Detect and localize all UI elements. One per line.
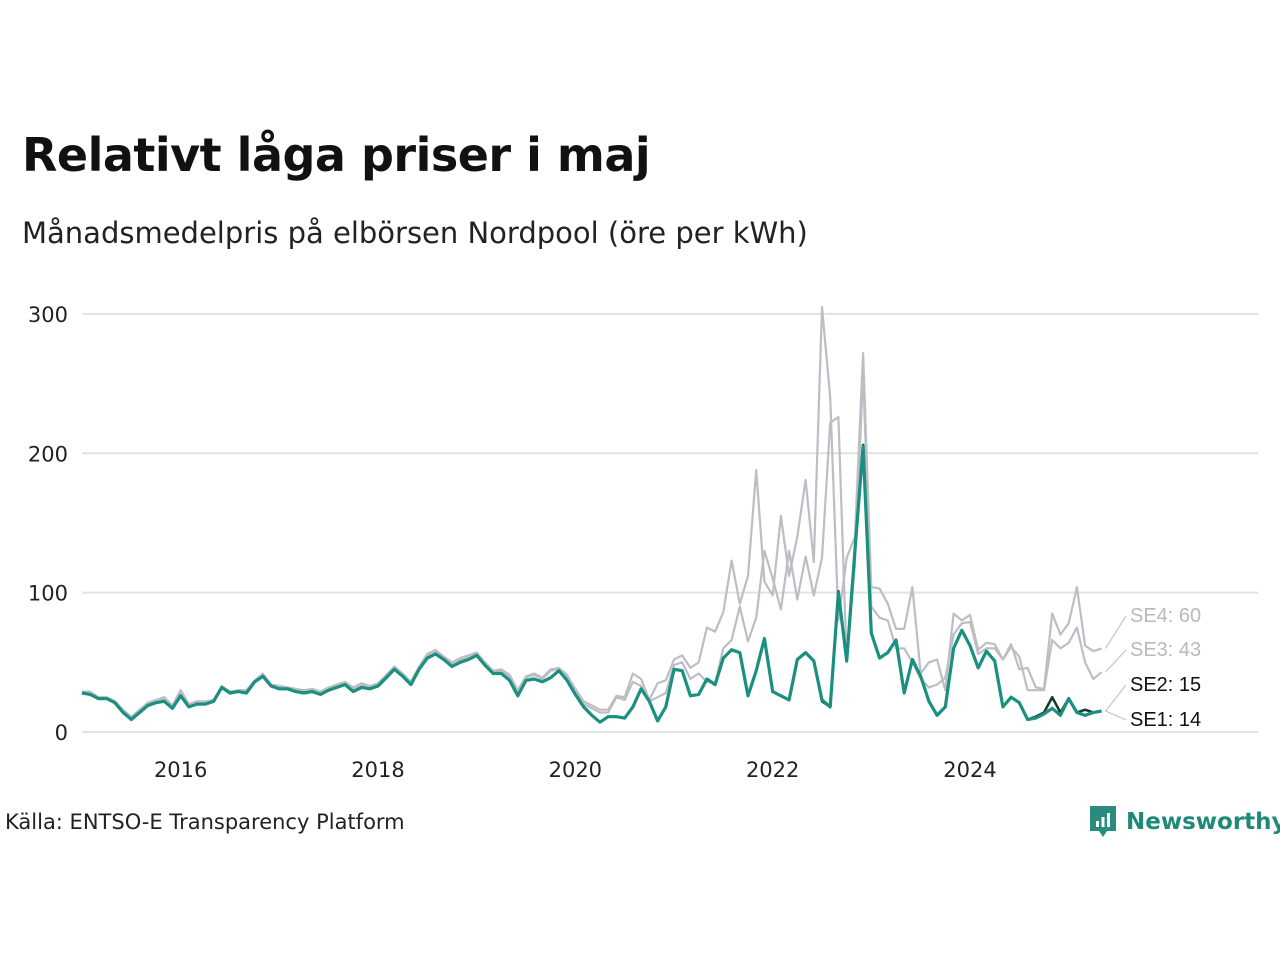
brand-logo: Newsworthy bbox=[1088, 804, 1280, 840]
end-label-se2: SE2: 15 bbox=[1130, 674, 1201, 696]
source-note: Källa: ENTSO-E Transparency Platform bbox=[5, 810, 405, 834]
end-label-connector-se2 bbox=[1105, 684, 1127, 712]
x-tick-label: 2024 bbox=[943, 758, 996, 782]
y-tick-label: 100 bbox=[28, 582, 68, 606]
y-tick-label: 0 bbox=[55, 721, 68, 745]
x-tick-label: 2022 bbox=[746, 758, 799, 782]
x-tick-label: 2020 bbox=[549, 758, 602, 782]
x-axis-ticks: 2016 2018 2020 2022 2024 bbox=[154, 758, 997, 782]
x-tick-label: 2016 bbox=[154, 758, 207, 782]
grid-lines bbox=[82, 312, 1258, 733]
series-line-se1 bbox=[81, 444, 1102, 724]
end-labels: SE4: 60 SE3: 43 SE2: 15 SE1: 14 bbox=[1105, 605, 1201, 731]
x-tick-label: 2018 bbox=[351, 758, 404, 782]
y-tick-label: 300 bbox=[28, 303, 68, 327]
chart-title: Relativt låga priser i maj bbox=[22, 128, 651, 182]
end-label-se3: SE3: 43 bbox=[1130, 639, 1201, 661]
brand-name: Newsworthy bbox=[1126, 809, 1280, 835]
end-label-se1: SE1: 14 bbox=[1130, 709, 1201, 731]
newsworthy-logo-icon bbox=[1090, 806, 1116, 837]
series-lines bbox=[81, 305, 1103, 724]
end-label-connector-se4 bbox=[1105, 615, 1127, 649]
end-label-se4: SE4: 60 bbox=[1130, 605, 1201, 627]
end-label-connector-se1 bbox=[1105, 710, 1127, 721]
y-tick-label: 200 bbox=[28, 442, 68, 466]
end-label-connector-se3 bbox=[1105, 649, 1127, 673]
chart-subtitle: Månadsmedelpris på elbörsen Nordpool (ör… bbox=[22, 216, 808, 250]
y-axis-ticks: 0 100 200 300 bbox=[28, 303, 68, 745]
